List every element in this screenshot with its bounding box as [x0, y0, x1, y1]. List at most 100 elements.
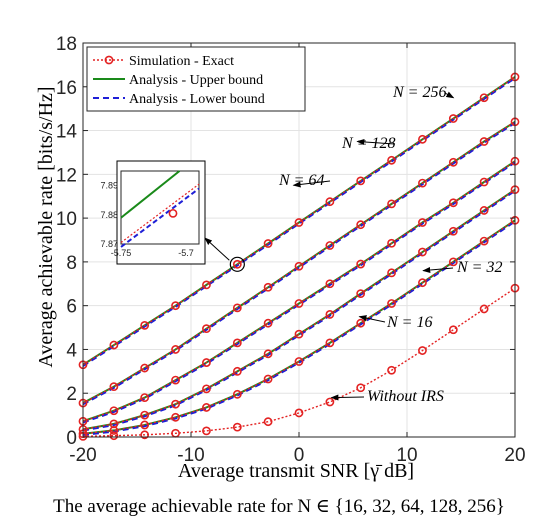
exact-marker	[232, 303, 242, 313]
exact-marker	[109, 431, 119, 441]
exact-marker	[387, 268, 396, 278]
y-tick-label: 14	[56, 122, 78, 143]
exact-line	[82, 76, 516, 366]
exact-marker	[479, 137, 489, 146]
exact-marker	[448, 114, 458, 123]
inset-exact-line	[120, 183, 200, 244]
exact-marker	[387, 299, 396, 308]
series-group	[78, 117, 520, 408]
annotation-arrow	[444, 91, 455, 99]
annotation-arrow	[330, 394, 365, 401]
exact-marker	[263, 417, 273, 427]
annotation-label: N = 64	[278, 172, 324, 189]
legend-label: Simulation - Exact	[129, 54, 234, 69]
legend-item: Analysis - Upper bound	[93, 73, 263, 88]
axes: -20 -10 0 10 20 0 2 4 6 8 10 12 14 16 18	[56, 34, 526, 466]
exact-marker	[448, 198, 458, 208]
exact-marker	[109, 406, 119, 416]
exact-line	[82, 160, 516, 422]
inset-lower-bound	[120, 187, 200, 248]
exact-marker	[418, 278, 427, 288]
annotations: N = 256 N = 128 N = 64 N = 32 N = 16 Without …	[278, 84, 502, 405]
series-lines	[78, 72, 520, 441]
exact-marker	[109, 340, 119, 350]
exact-marker	[232, 366, 242, 376]
lower-bound-line	[82, 190, 516, 432]
legend-item: Analysis - Lower bound	[93, 92, 265, 107]
exact-marker	[325, 310, 335, 319]
exact-marker	[325, 338, 335, 348]
y-tick-label: 2	[66, 384, 77, 405]
exact-marker	[418, 178, 427, 188]
exact-marker	[325, 241, 335, 250]
exact-marker	[202, 280, 211, 290]
exact-marker	[387, 238, 396, 248]
y-tick-label: 6	[66, 297, 77, 318]
exact-marker	[140, 430, 150, 440]
exact-marker	[232, 422, 242, 432]
inset-exact-marker	[168, 208, 178, 218]
annotation-label: N = 256	[392, 84, 446, 101]
exact-marker	[294, 299, 304, 308]
y-tick-label: 10	[56, 209, 77, 230]
annotation-label: Without IRS	[367, 388, 444, 405]
y-tick-label: 12	[56, 165, 77, 186]
zoom-arrow	[204, 237, 230, 261]
exact-marker	[479, 93, 489, 103]
annotation-label: N = 128	[341, 135, 395, 152]
y-tick-label: 4	[66, 340, 77, 361]
exact-marker	[263, 349, 273, 359]
exact-marker	[294, 329, 304, 339]
exact-marker	[325, 397, 335, 407]
exact-marker	[479, 206, 489, 215]
x-tick-label: -10	[177, 445, 204, 466]
exact-marker	[109, 426, 119, 435]
y-axis-label: Average achievable rate [bits/s/Hz]	[35, 86, 57, 367]
legend: Simulation - Exact Analysis - Upper bound…	[86, 46, 306, 112]
y-tick-label: 16	[56, 78, 77, 99]
chart-container: -20 -10 0 10 20 0 2 4 6 8 10 12 14 16 18 N = 256 N = 12…	[35, 34, 526, 482]
exact-marker	[294, 408, 304, 418]
exact-marker	[140, 363, 150, 373]
exact-marker	[232, 338, 242, 348]
exact-marker	[109, 382, 119, 392]
exact-marker	[356, 289, 366, 299]
exact-marker	[232, 259, 242, 269]
annotation-arrow	[292, 180, 331, 188]
annotation-arrow	[356, 138, 396, 145]
annotation-label: N = 16	[386, 314, 432, 331]
exact-marker	[448, 257, 458, 267]
exact-marker	[418, 218, 427, 227]
x-tick-label: 20	[504, 445, 525, 466]
figure-caption: The average achievable rate for N ∈ {16,…	[53, 496, 505, 517]
exact-marker	[140, 410, 150, 420]
exact-marker	[387, 365, 396, 375]
exact-marker	[171, 345, 180, 354]
exact-marker	[387, 199, 396, 209]
inset-y-tick-label: 7.89	[100, 181, 118, 191]
exact-marker	[171, 399, 180, 409]
inset-x-tick-label: -5.75	[111, 248, 132, 258]
legend-label: Analysis - Lower bound	[129, 92, 265, 107]
exact-marker	[263, 239, 273, 248]
exact-marker	[325, 197, 335, 207]
inset-upper-bound	[120, 170, 181, 219]
lower-bound-line	[82, 77, 516, 367]
exact-marker	[479, 177, 489, 187]
exact-line	[82, 287, 516, 438]
series-group	[78, 185, 520, 434]
exact-marker	[263, 318, 273, 328]
exact-marker	[356, 220, 366, 230]
exact-marker	[294, 261, 304, 271]
exact-marker	[202, 403, 211, 412]
exact-marker	[356, 176, 366, 186]
exact-marker	[171, 301, 180, 311]
x-tick-label: 0	[294, 445, 305, 466]
exact-marker	[418, 346, 427, 355]
exact-marker	[448, 157, 458, 167]
exact-marker	[479, 304, 489, 314]
zoom-inset: 7.89 7.88 7.87-5.75 -5.7	[100, 160, 245, 272]
x-tick-label: 10	[396, 445, 417, 466]
exact-marker	[356, 383, 366, 393]
exact-line	[82, 121, 516, 404]
